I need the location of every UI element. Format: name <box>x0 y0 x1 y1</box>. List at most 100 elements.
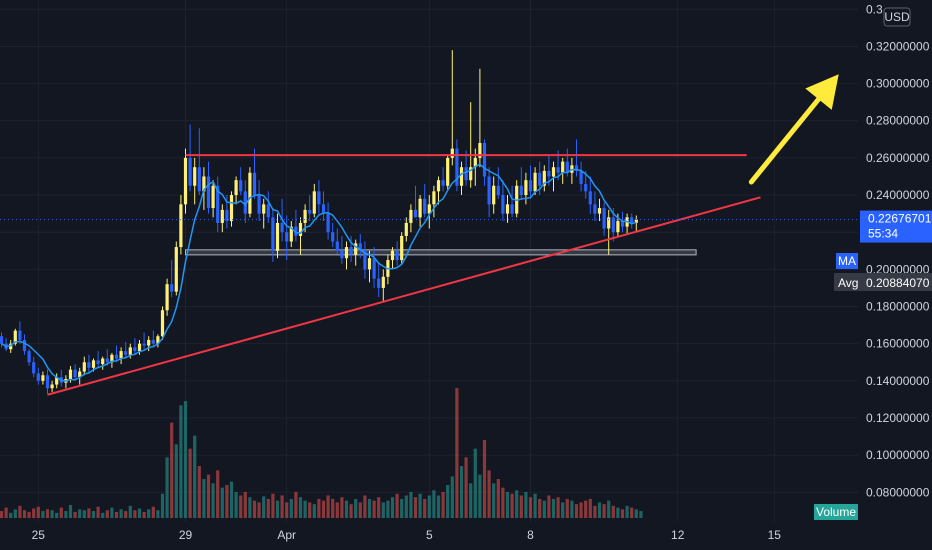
volume-bar <box>510 493 514 518</box>
volume-bar <box>478 474 482 518</box>
price-tick-label: 0.32000000 <box>866 39 930 53</box>
avg-value: 0.20884070 <box>866 276 930 290</box>
candle <box>423 183 427 218</box>
candle <box>482 139 487 186</box>
candle <box>496 167 500 199</box>
volume-bar <box>418 493 422 518</box>
candle <box>469 102 473 188</box>
candle <box>367 250 372 283</box>
volume-bar <box>593 505 597 518</box>
chart-grid <box>0 0 858 522</box>
volume-bar <box>183 401 188 518</box>
volume-bar <box>409 492 413 518</box>
candle <box>533 167 537 196</box>
candle <box>404 217 408 242</box>
volume-bar <box>519 495 523 518</box>
candle <box>400 232 404 264</box>
volume-bar <box>294 492 298 518</box>
volume-bar <box>639 511 643 518</box>
time-axis[interactable]: 25 29 Apr 5 8 12 15 <box>0 522 932 550</box>
volume-bar <box>331 498 335 518</box>
volume-bar <box>482 440 487 518</box>
candle <box>579 161 583 192</box>
candle <box>22 334 27 355</box>
volume-bar <box>450 476 454 518</box>
candle <box>275 213 280 259</box>
candle <box>73 364 77 381</box>
candle <box>156 334 160 348</box>
volume-bar <box>395 493 399 518</box>
volume-bar <box>18 505 22 518</box>
volume-bar <box>616 507 620 518</box>
volume-bar <box>142 511 146 518</box>
candle <box>321 191 326 222</box>
candle <box>211 180 215 218</box>
volume-bar <box>101 512 105 518</box>
time-tick-label: 25 <box>32 528 46 542</box>
candle <box>607 209 611 255</box>
candle <box>298 217 303 255</box>
currency-badge[interactable]: USD <box>883 7 911 27</box>
candle <box>96 351 100 368</box>
volume-bar <box>487 470 491 518</box>
volume-bar <box>220 487 224 518</box>
candle <box>524 172 528 205</box>
volume-bar <box>436 495 441 518</box>
time-tick-label: 5 <box>426 528 433 542</box>
price-tick-label: 0.18000000 <box>866 300 930 314</box>
range-box[interactable] <box>185 249 697 256</box>
candle <box>55 373 59 389</box>
arrow-head[interactable] <box>805 74 839 110</box>
candle <box>197 128 201 196</box>
price-tick-label: 0.28000000 <box>866 114 930 128</box>
volume-bar <box>170 422 174 518</box>
volume-bar <box>147 509 151 518</box>
volume-bar <box>55 512 59 518</box>
volume-layer <box>0 388 643 518</box>
volume-bar <box>335 502 339 518</box>
volume-bar <box>344 500 349 518</box>
candle <box>312 183 316 218</box>
time-tick-label: 15 <box>768 528 782 542</box>
volume-bar <box>193 435 197 518</box>
candle <box>78 367 82 385</box>
candle <box>455 139 459 192</box>
price-tick-label: 0.14000000 <box>866 374 930 388</box>
volume-bar <box>13 509 17 518</box>
candle <box>363 241 367 279</box>
volume-bar <box>105 510 109 518</box>
candle <box>151 330 155 348</box>
candle <box>87 354 91 374</box>
candle <box>377 261 381 298</box>
volume-bar <box>197 466 201 518</box>
price-axis[interactable]: 0.3 0.32000000 0.30000000 0.28000000 0.26000… <box>858 0 932 522</box>
candle <box>620 211 625 233</box>
candle <box>174 241 178 296</box>
price-tick-label: 0.3 <box>866 2 883 16</box>
candle <box>257 180 261 222</box>
volume-bar <box>496 479 500 518</box>
candle <box>542 165 546 192</box>
price-tick-label: 0.20000000 <box>866 262 930 276</box>
support-line[interactable] <box>47 196 761 396</box>
candle <box>317 180 321 214</box>
candle <box>170 260 174 298</box>
volume-bar <box>326 495 330 518</box>
candle <box>335 228 339 255</box>
volume-bar <box>275 500 280 518</box>
volume-bar <box>556 497 560 518</box>
volume-bar <box>298 497 303 518</box>
candle <box>266 191 270 223</box>
candle <box>220 204 224 233</box>
candle <box>119 347 123 365</box>
volume-bar <box>367 498 372 518</box>
arrow-shaft[interactable] <box>748 96 822 185</box>
volume-bar <box>630 507 634 518</box>
volume-bar <box>206 474 211 518</box>
volume-bar <box>570 500 574 518</box>
volume-bar <box>82 510 86 518</box>
avg-label: Avg <box>838 276 858 290</box>
volume-bar <box>588 498 592 518</box>
volume-bar <box>252 500 257 518</box>
